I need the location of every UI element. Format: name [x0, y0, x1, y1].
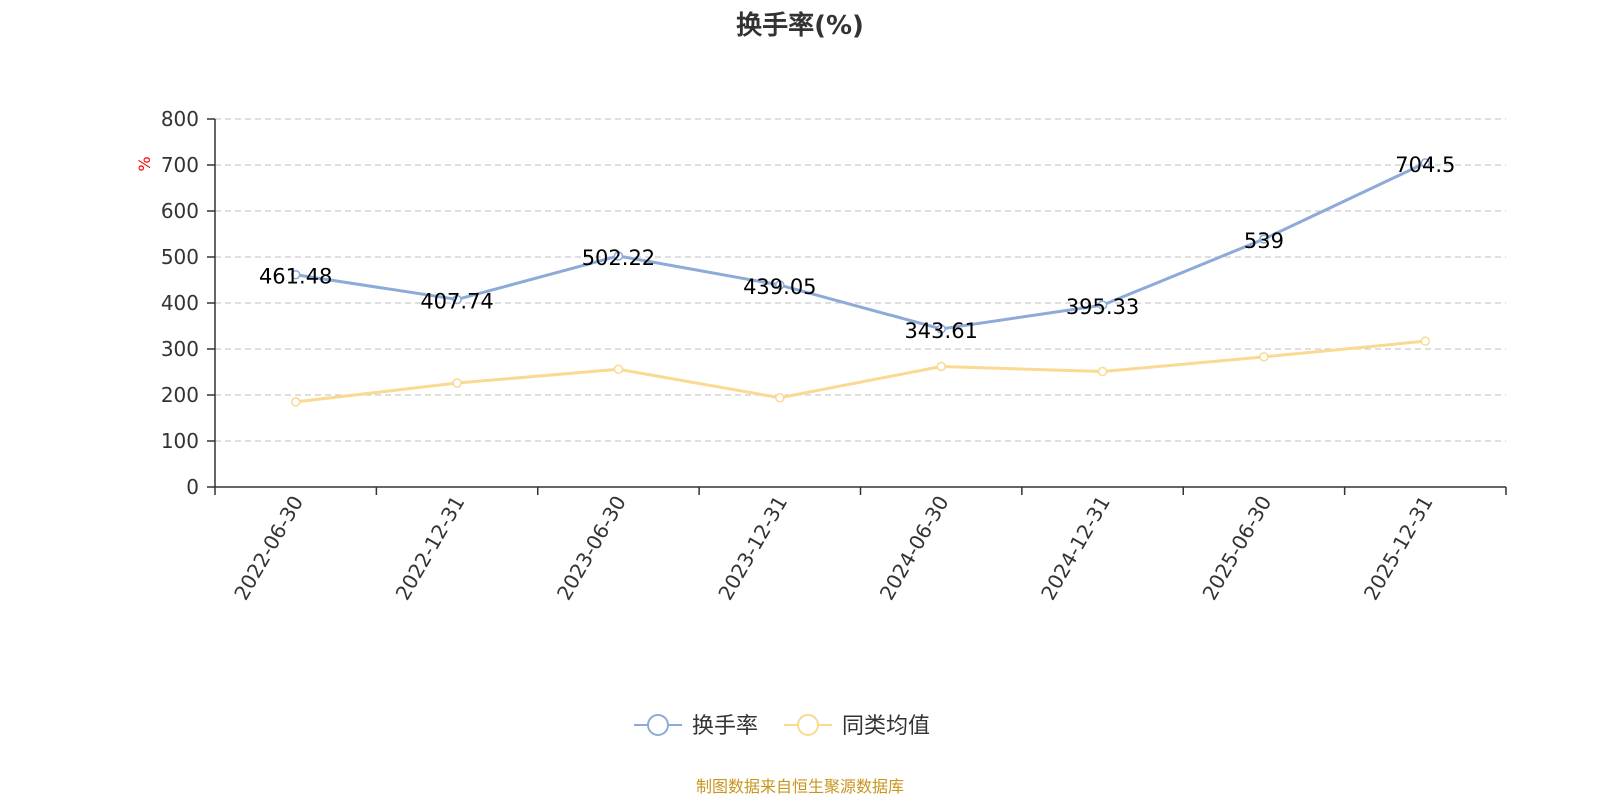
- legend-marker-1: [797, 714, 819, 736]
- y-tick-label-300: 300: [161, 337, 199, 361]
- data-label-2022-06-30: 461.48: [259, 265, 332, 289]
- series-1-point-2023-12-31: [775, 393, 785, 403]
- y-tick-label-100: 100: [161, 429, 199, 453]
- data-label-2025-06-30: 539: [1244, 229, 1284, 253]
- grid-lines: [215, 118, 1506, 442]
- y-tick-label-500: 500: [161, 245, 199, 269]
- y-axis-unit-label: %: [135, 156, 154, 171]
- data-label-2025-12-31: 704.5: [1395, 153, 1455, 177]
- series-1-point-2025-12-31: [1420, 336, 1431, 346]
- series-0-point-2023-12-31: [775, 280, 785, 290]
- x-tick-label-2024-12-31: 2024-12-31: [1036, 492, 1115, 605]
- data-source-note: 制图数据来自恒生聚源数据库: [696, 777, 904, 796]
- y-tick-label-400: 400: [161, 291, 199, 315]
- x-tick-label-2022-12-31: 2022-12-31: [390, 492, 469, 605]
- series-1-point-2025-06-30: [1259, 352, 1269, 362]
- series-0-point-2022-06-30: [290, 269, 301, 280]
- series-1-point-2022-06-30: [290, 397, 301, 407]
- series-1-point-2024-12-31: [1097, 366, 1108, 377]
- legend-label-0: 换手率: [692, 714, 758, 739]
- legend-label-1: 同类均值: [842, 714, 930, 739]
- y-tick-label-200: 200: [161, 383, 199, 407]
- data-label-2022-12-31: 407.74: [420, 289, 493, 313]
- y-tick-label-0: 0: [186, 475, 199, 499]
- y-tick-label-600: 600: [161, 199, 199, 223]
- x-tick-label-2025-06-30: 2025-06-30: [1197, 492, 1276, 605]
- data-label-2024-12-31: 395.33: [1066, 295, 1139, 319]
- series-0-point-2025-06-30: [1259, 234, 1269, 244]
- legend-marker-0: [647, 714, 669, 736]
- legend-item-1[interactable]: 同类均值: [784, 714, 930, 739]
- axes: 0 100 200 300 400 500 600 700 800 2022-06-30 2022-…: [161, 107, 1507, 605]
- chart-title: 换手率(%): [736, 10, 864, 41]
- x-tick-label-2024-06-30: 2024-06-30: [875, 492, 954, 605]
- data-label-2023-12-31: 439.05: [743, 275, 816, 299]
- x-tick-label-2025-12-31: 2025-12-31: [1359, 492, 1438, 605]
- series-0-point-2025-12-31: [1420, 158, 1431, 168]
- series-line-0: [295, 161, 1426, 331]
- data-labels: 461.48 407.74 502.22 439.05 343.61 395.33 539 7…: [259, 153, 1455, 343]
- series-1-point-2024-06-30: [936, 361, 946, 372]
- series-lines: [290, 158, 1431, 407]
- series-1-point-2023-06-30: [613, 364, 624, 374]
- x-tick-label-2023-12-31: 2023-12-31: [713, 492, 792, 605]
- series-0-point-2022-12-31: [452, 294, 462, 305]
- x-tick-label-2022-06-30: 2022-06-30: [229, 492, 308, 605]
- series-0-point-2023-06-30: [613, 251, 624, 261]
- series-1-point-2022-12-31: [452, 378, 462, 388]
- data-label-2023-06-30: 502.22: [582, 246, 655, 270]
- series-line-1: [295, 339, 1426, 404]
- legend-item-0[interactable]: 换手率: [634, 714, 758, 739]
- series-0-point-2024-06-30: [936, 324, 946, 334]
- series-0-point-2024-12-31: [1097, 300, 1108, 310]
- legend[interactable]: 换手率 同类均值: [634, 714, 930, 739]
- y-tick-label-800: 800: [161, 107, 199, 131]
- y-tick-label-700: 700: [161, 153, 199, 177]
- data-label-2024-06-30: 343.61: [904, 319, 977, 343]
- x-tick-label-2023-06-30: 2023-06-30: [552, 492, 631, 605]
